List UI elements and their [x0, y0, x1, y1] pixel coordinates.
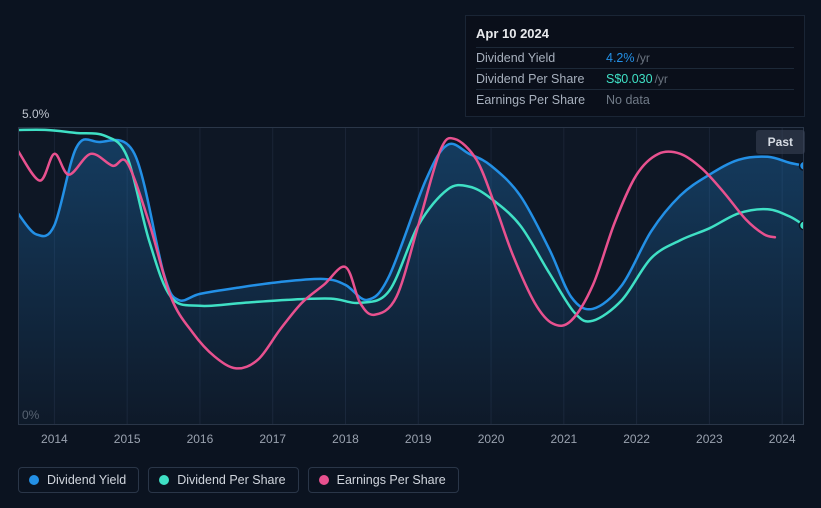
tooltip-row: Earnings Per Share No data [476, 90, 794, 110]
past-badge: Past [756, 130, 805, 154]
legend-swatch [29, 475, 39, 485]
legend-label: Dividend Per Share [177, 473, 285, 487]
legend-label: Earnings Per Share [337, 473, 446, 487]
tooltip-label: Dividend Yield [476, 51, 606, 65]
tooltip-date: Apr 10 2024 [476, 22, 794, 48]
x-axis-tick: 2014 [41, 432, 68, 446]
tooltip-label: Dividend Per Share [476, 72, 606, 86]
legend-item-dividend-per-share[interactable]: Dividend Per Share [148, 467, 298, 493]
tooltip-value-main: No data [606, 93, 650, 107]
x-axis-tick: 2018 [332, 432, 359, 446]
x-axis-tick: 2022 [623, 432, 650, 446]
tooltip-row: Dividend Per Share S$0.030/yr [476, 69, 794, 90]
chart-svg [18, 127, 804, 425]
x-axis-tick: 2015 [114, 432, 141, 446]
x-axis: 2014 2015 2016 2017 2018 2019 2020 2021 2022 2023… [18, 432, 804, 450]
legend-swatch [319, 475, 329, 485]
tooltip-value: 4.2%/yr [606, 51, 650, 65]
tooltip-value: No data [606, 93, 650, 107]
chart-legend: Dividend Yield Dividend Per Share Earnin… [18, 467, 459, 493]
tooltip-value: S$0.030/yr [606, 72, 668, 86]
x-axis-tick: 2024 [769, 432, 796, 446]
tooltip-value-suffix: /yr [655, 72, 668, 86]
tooltip-label: Earnings Per Share [476, 93, 606, 107]
tooltip-row: Dividend Yield 4.2%/yr [476, 48, 794, 69]
legend-label: Dividend Yield [47, 473, 126, 487]
x-axis-tick: 2023 [696, 432, 723, 446]
x-axis-tick: 2021 [550, 432, 577, 446]
x-axis-tick: 2017 [259, 432, 286, 446]
tooltip-value-main: 4.2% [606, 51, 635, 65]
legend-item-earnings-per-share[interactable]: Earnings Per Share [308, 467, 459, 493]
x-axis-tick: 2019 [405, 432, 432, 446]
chart-tooltip: Apr 10 2024 Dividend Yield 4.2%/yr Divid… [465, 15, 805, 117]
tooltip-value-main: S$0.030 [606, 72, 653, 86]
x-axis-tick: 2020 [478, 432, 505, 446]
legend-item-dividend-yield[interactable]: Dividend Yield [18, 467, 139, 493]
tooltip-value-suffix: /yr [637, 51, 650, 65]
legend-swatch [159, 475, 169, 485]
y-axis-max: 5.0% [22, 107, 49, 121]
x-axis-tick: 2016 [187, 432, 214, 446]
dividend-chart[interactable] [18, 127, 804, 425]
